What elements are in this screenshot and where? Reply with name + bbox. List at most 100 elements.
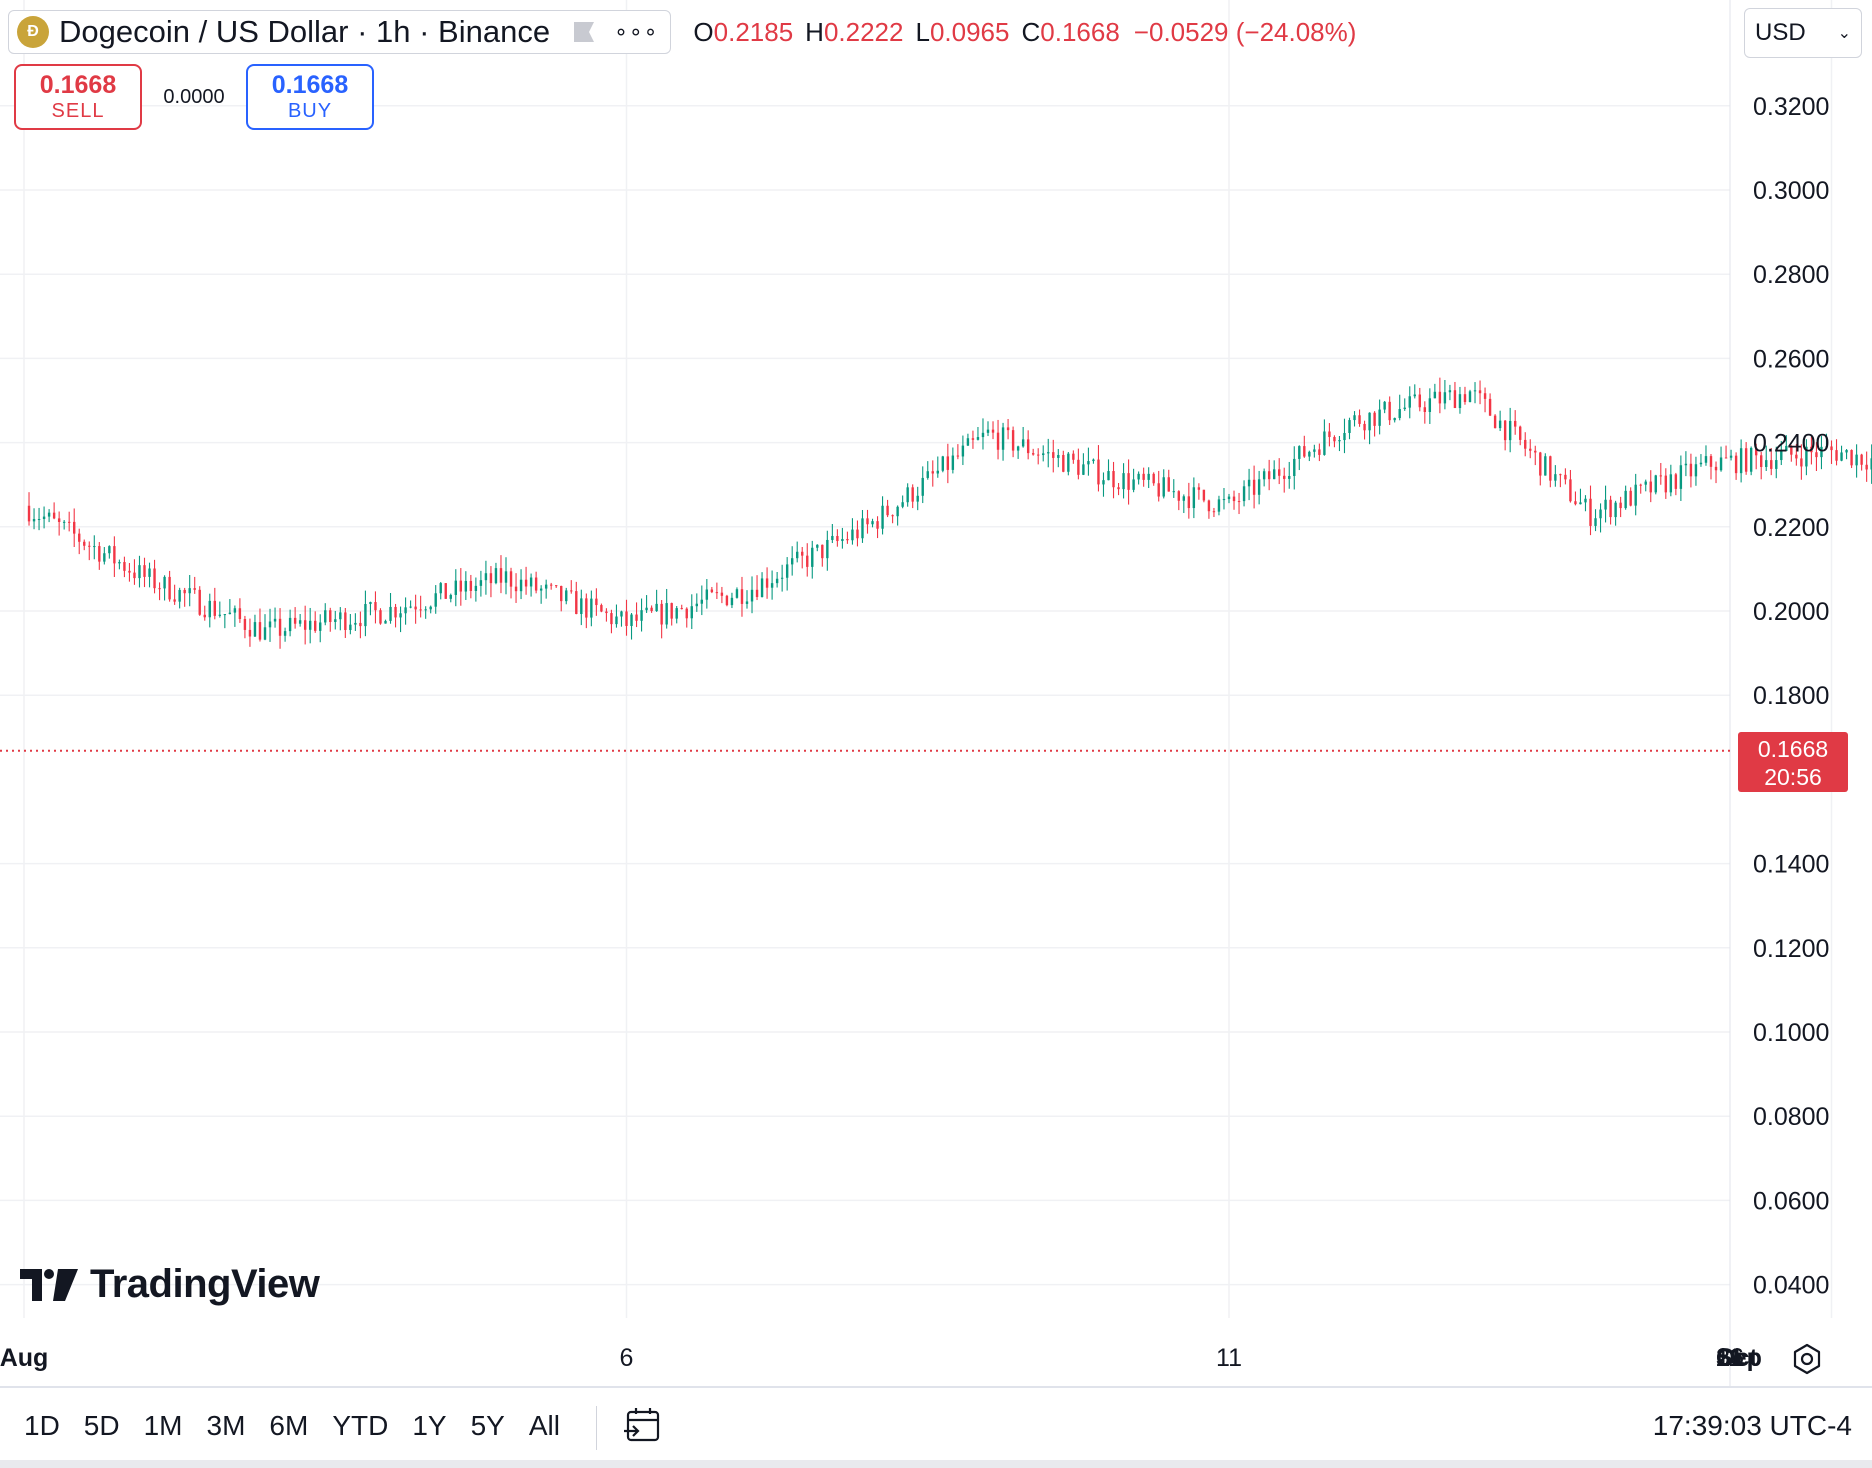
candle-body	[760, 578, 764, 598]
candle-body	[1483, 393, 1487, 399]
candle-body	[1519, 426, 1522, 440]
candle-body	[113, 546, 116, 564]
sell-button[interactable]: 0.1668 SELL	[14, 64, 142, 130]
tradingview-watermark[interactable]: TradingView	[20, 1262, 320, 1307]
candle-body	[314, 620, 317, 631]
candle-body	[650, 607, 653, 612]
range-button-1y[interactable]: 1Y	[412, 1410, 447, 1441]
candle-body	[544, 584, 548, 589]
time-tick-label: Aug	[0, 1344, 48, 1372]
candle-body	[560, 585, 563, 602]
range-button-all[interactable]: All	[528, 1410, 560, 1441]
price-tick-label: 0.2400	[1753, 430, 1829, 458]
candle-body	[1001, 427, 1005, 450]
candle-body	[1363, 423, 1366, 431]
currency-select[interactable]: USD ⌄	[1744, 8, 1862, 58]
price-chart[interactable]: 0.0400 0.0600 0.0800 0.1000 0.1200 0.1400 0.18…	[0, 0, 1872, 1386]
flag-icon[interactable]	[570, 20, 596, 44]
candle-body	[1800, 458, 1803, 467]
candle-body	[1353, 415, 1356, 421]
candle-body	[344, 612, 347, 630]
time-tick-label: 11	[1716, 1344, 1742, 1372]
range-button-3m[interactable]: 3M	[206, 1410, 246, 1441]
ohlc-change: −0.0529 (−24.08%)	[1133, 16, 1357, 47]
candle-body	[1092, 459, 1095, 462]
candle-body	[575, 591, 578, 615]
candle-body	[1438, 391, 1442, 404]
candle-body	[1855, 454, 1858, 466]
candle-body	[1308, 451, 1311, 457]
candle-body	[188, 588, 191, 594]
candle-body	[198, 589, 201, 615]
candle-body	[901, 502, 904, 507]
candle-body	[1749, 447, 1753, 472]
candle-body	[600, 605, 603, 612]
candle-body	[1413, 394, 1416, 397]
candle-body	[846, 538, 849, 541]
price-axis[interactable]: 0.0400 0.0600 0.0800 0.1000 0.1200 0.1400 0.18…	[1753, 93, 1829, 1300]
candle-body	[1358, 415, 1361, 424]
candle-body	[916, 495, 919, 502]
candle-body	[1172, 491, 1175, 493]
ohlc-low-label: L	[915, 16, 930, 47]
range-button-1d[interactable]: 1D	[24, 1410, 60, 1441]
candle-body	[1147, 473, 1150, 480]
candle-body	[499, 568, 503, 583]
candle-body	[1754, 447, 1758, 456]
candle-body	[1102, 480, 1105, 485]
candle-body	[1458, 394, 1462, 409]
candle-body	[620, 611, 623, 617]
candle-body	[349, 624, 352, 630]
candle-body	[329, 610, 332, 622]
candle-body	[429, 606, 432, 610]
symbol-selector[interactable]: Ð Dogecoin / US Dollar · 1h · Binance ∘∘…	[8, 10, 672, 54]
bottom-edge	[0, 1460, 1872, 1468]
candle-body	[796, 551, 799, 559]
candle-body	[434, 593, 437, 607]
candle-body	[324, 610, 327, 623]
candle-body	[1619, 502, 1622, 509]
candle-body	[1227, 496, 1231, 500]
candle-body	[223, 614, 227, 616]
candle-body	[283, 631, 287, 636]
candle-body	[1589, 498, 1592, 526]
candle-body	[1132, 479, 1135, 490]
toolbar-divider	[596, 1406, 597, 1450]
last-price-value: 0.1668	[1757, 736, 1829, 762]
candle-body	[243, 618, 247, 630]
candle-body	[876, 521, 879, 529]
candle-body	[1338, 440, 1341, 442]
candle-body	[1463, 394, 1467, 403]
candle-body	[1770, 460, 1773, 469]
clock-timezone[interactable]: 17:39:03 UTC-4	[1652, 1410, 1852, 1441]
candle-body	[439, 583, 442, 594]
candle-body	[700, 599, 704, 604]
candle-body	[1423, 407, 1427, 413]
calendar-goto-icon[interactable]	[622, 1404, 664, 1446]
candle-body	[238, 608, 242, 619]
candle-body	[635, 614, 638, 621]
candle-body	[1498, 420, 1502, 429]
candle-body	[976, 437, 980, 440]
settings-icon[interactable]	[1790, 1342, 1824, 1376]
range-button-ytd[interactable]: YTD	[332, 1410, 389, 1441]
more-icon[interactable]: ∘∘∘	[614, 19, 659, 44]
range-button-1m[interactable]: 1M	[143, 1410, 183, 1441]
candle-body	[670, 603, 673, 619]
candle-body	[755, 589, 759, 598]
candle-body	[1207, 500, 1211, 512]
range-button-5y[interactable]: 5Y	[470, 1410, 505, 1441]
candle-body	[956, 455, 960, 457]
bottom-toolbar: 1D 5D 1M 3M 6M YTD 1Y 5Y All 17:39:03 UT…	[0, 1386, 1872, 1468]
range-button-6m[interactable]: 6M	[269, 1410, 309, 1441]
candle-body	[1182, 496, 1186, 501]
candle-body	[851, 529, 854, 541]
candle-body	[42, 516, 46, 520]
candle-body	[565, 590, 568, 602]
candle-body	[57, 518, 61, 522]
buy-button[interactable]: 0.1668 BUY	[246, 64, 374, 130]
range-button-5d[interactable]: 5D	[83, 1410, 120, 1441]
candle-body	[745, 601, 749, 604]
candle-body	[1664, 475, 1668, 493]
